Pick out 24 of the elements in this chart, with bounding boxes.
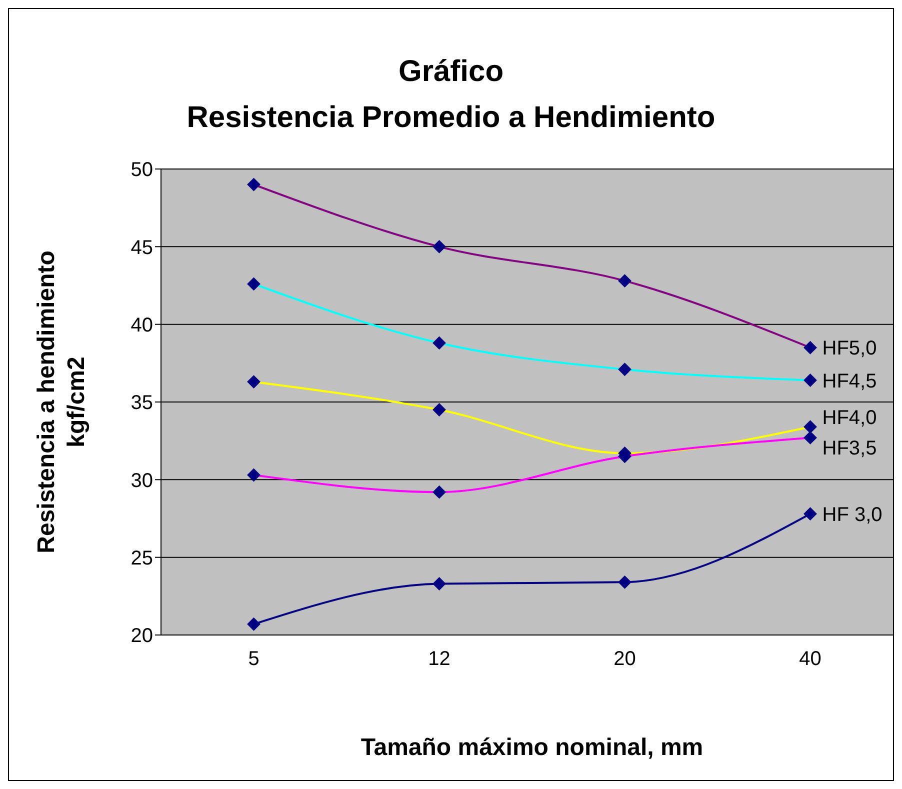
x-tick-label: 40 — [799, 648, 822, 670]
series-label: HF3,5 — [822, 438, 877, 460]
point — [247, 618, 260, 631]
y-tick-label: 20 — [130, 625, 153, 648]
series-label: HF4,5 — [822, 370, 877, 392]
x-axis-title: Tamaño máximo nominal, mm — [360, 734, 704, 761]
chart-title: Gráfico — [397, 54, 505, 90]
series-label: HF 3,0 — [822, 504, 882, 526]
series-label: HF5,0 — [822, 338, 877, 360]
x-tick-label: 12 — [428, 648, 450, 670]
chart-subtitle: Resistencia Promedio a Hendimiento — [186, 100, 716, 136]
y-axis-title: Resistencia a hendimiento kgf/cm2 — [33, 250, 90, 554]
x-tick-label: 5 — [248, 648, 260, 670]
y-tick-label: 40 — [130, 314, 153, 336]
point — [432, 577, 446, 590]
point — [804, 507, 817, 520]
y-tick-label: 50 — [130, 159, 153, 182]
y-tick-label: 25 — [130, 547, 153, 570]
point — [618, 576, 632, 589]
series-label: HF4,0 — [822, 406, 877, 429]
y-tick-label: 30 — [130, 470, 153, 492]
x-tick-label: 20 — [614, 648, 636, 670]
y-tick-label: 45 — [130, 236, 153, 259]
y-tick-label: 35 — [130, 392, 153, 414]
